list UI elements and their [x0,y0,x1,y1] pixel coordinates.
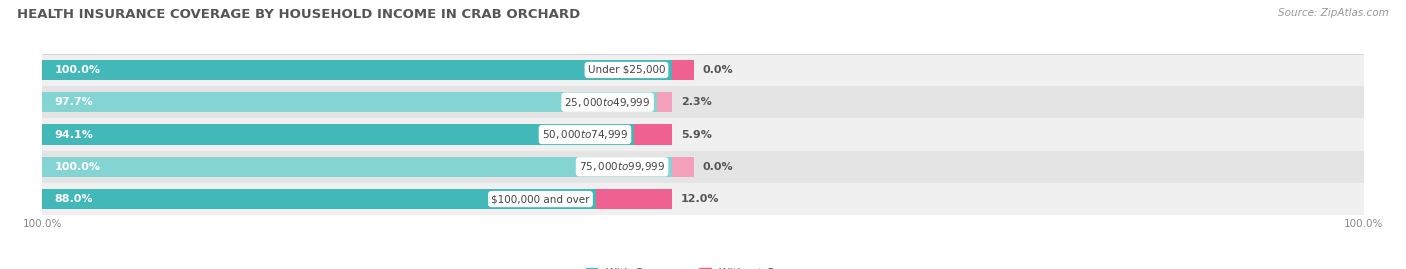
Bar [634,125,672,144]
Bar [672,157,693,177]
Text: HEALTH INSURANCE COVERAGE BY HOUSEHOLD INCOME IN CRAB ORCHARD: HEALTH INSURANCE COVERAGE BY HOUSEHOLD I… [17,8,581,21]
Bar [42,60,672,80]
Bar [42,189,596,209]
Bar [42,92,657,112]
Bar [42,86,1364,118]
Bar [42,157,672,177]
Bar [42,125,634,144]
Bar [42,183,1364,215]
Text: 100.0%: 100.0% [55,65,101,75]
Text: 88.0%: 88.0% [55,194,93,204]
Text: 0.0%: 0.0% [703,162,734,172]
Text: $25,000 to $49,999: $25,000 to $49,999 [564,96,651,109]
Text: 0.0%: 0.0% [703,65,734,75]
Text: 94.1%: 94.1% [55,129,94,140]
Bar [596,189,672,209]
Text: 12.0%: 12.0% [681,194,720,204]
Bar [672,60,693,80]
Text: 5.9%: 5.9% [681,129,711,140]
Bar [42,118,1364,151]
Text: $100,000 and over: $100,000 and over [491,194,589,204]
Bar [657,92,672,112]
Bar [42,151,1364,183]
Text: 97.7%: 97.7% [55,97,94,107]
Text: $50,000 to $74,999: $50,000 to $74,999 [541,128,628,141]
Text: Source: ZipAtlas.com: Source: ZipAtlas.com [1278,8,1389,18]
Text: 2.3%: 2.3% [681,97,711,107]
Text: 100.0%: 100.0% [55,162,101,172]
Legend: With Coverage, Without Coverage: With Coverage, Without Coverage [582,263,824,269]
Text: $75,000 to $99,999: $75,000 to $99,999 [579,160,665,173]
Bar [42,54,1364,86]
Text: Under $25,000: Under $25,000 [588,65,665,75]
